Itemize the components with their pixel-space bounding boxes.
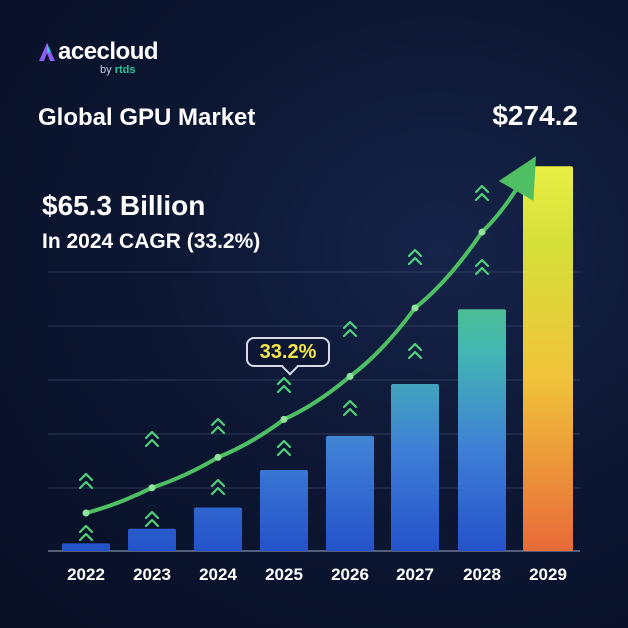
- chevron-up-icon: [78, 532, 94, 542]
- trend-point-2028: [478, 228, 486, 236]
- chevron-up-icon: [210, 478, 226, 488]
- tick-label-2027: 2027: [396, 565, 434, 584]
- chevron-up-icon: [144, 430, 160, 440]
- bars: [62, 166, 573, 551]
- tick-label-2023: 2023: [133, 565, 171, 584]
- chevron-up-icon: [342, 320, 358, 330]
- chevrons: [78, 184, 490, 542]
- headline-value: $65.3 Billion: [42, 190, 206, 221]
- trend-point-2026: [346, 372, 354, 380]
- chevron-up-icon: [210, 486, 226, 496]
- trend-point-2027: [411, 304, 419, 312]
- brand-logo: acecloud by rtds: [38, 38, 159, 76]
- bar-2026: [326, 435, 374, 551]
- chevron-up-icon: [276, 447, 292, 457]
- trend-point-2025: [280, 415, 288, 423]
- bar-2023: [128, 528, 176, 551]
- trend-point-2024: [214, 453, 222, 461]
- chevron-up-icon: [474, 258, 490, 268]
- chevron-up-icon: [276, 439, 292, 449]
- bar-2022: [62, 543, 110, 551]
- chevron-up-icon: [276, 384, 292, 394]
- chevron-up-icon: [474, 192, 490, 202]
- brand-name-row: acecloud: [38, 38, 159, 66]
- chevron-up-icon: [276, 376, 292, 386]
- chevron-up-icon: [144, 518, 160, 528]
- trend-line-path: [84, 156, 536, 516]
- chevron-up-icon: [78, 524, 94, 534]
- tick-label-2024: 2024: [199, 565, 237, 584]
- chevron-up-icon: [342, 407, 358, 417]
- chart-title: Global GPU Market: [38, 104, 256, 131]
- chevron-up-icon: [78, 472, 94, 482]
- chevron-up-icon: [407, 248, 423, 258]
- chevron-up-icon: [78, 480, 94, 490]
- brand-byline: by rtds: [100, 64, 158, 76]
- bar-2025: [260, 470, 308, 551]
- chevron-up-icon: [210, 417, 226, 427]
- trend-point-2022: [82, 509, 90, 517]
- trend-line: [82, 156, 536, 517]
- chevron-up-icon: [474, 266, 490, 276]
- trend-point-2023: [148, 484, 156, 492]
- bar-2028: [458, 309, 506, 551]
- brand-parent: rtds: [114, 64, 136, 76]
- chevron-up-icon: [342, 328, 358, 338]
- chevron-up-icon: [144, 510, 160, 520]
- chevron-up-icon: [407, 256, 423, 266]
- chevron-up-icon: [407, 342, 423, 352]
- tick-label-2028: 2028: [463, 565, 501, 584]
- headline-subtitle: In 2024 CAGR (33.2%): [42, 230, 261, 253]
- bar-2027: [391, 383, 439, 551]
- tick-label-2029: 2029: [529, 565, 567, 584]
- brand-name: acecloud: [58, 38, 159, 65]
- bar-2029: [523, 166, 573, 551]
- chevron-up-icon: [474, 184, 490, 194]
- tick-label-2022: 2022: [67, 565, 105, 584]
- x-axis-ticks: 2022 2023 2024 2025 2026 2027 2028 2029: [67, 565, 567, 584]
- growth-callout: 33.2%: [246, 337, 330, 367]
- brand-mark-icon: [39, 43, 55, 61]
- end-value-label: $274.2: [492, 100, 578, 131]
- bar-2024: [194, 507, 242, 551]
- brand-byline-prefix: by: [100, 64, 112, 76]
- chevron-up-icon: [407, 350, 423, 360]
- tick-label-2026: 2026: [331, 565, 369, 584]
- chevron-up-icon: [144, 438, 160, 448]
- chevron-up-icon: [342, 399, 358, 409]
- tick-label-2025: 2025: [265, 565, 303, 584]
- chevron-up-icon: [210, 425, 226, 435]
